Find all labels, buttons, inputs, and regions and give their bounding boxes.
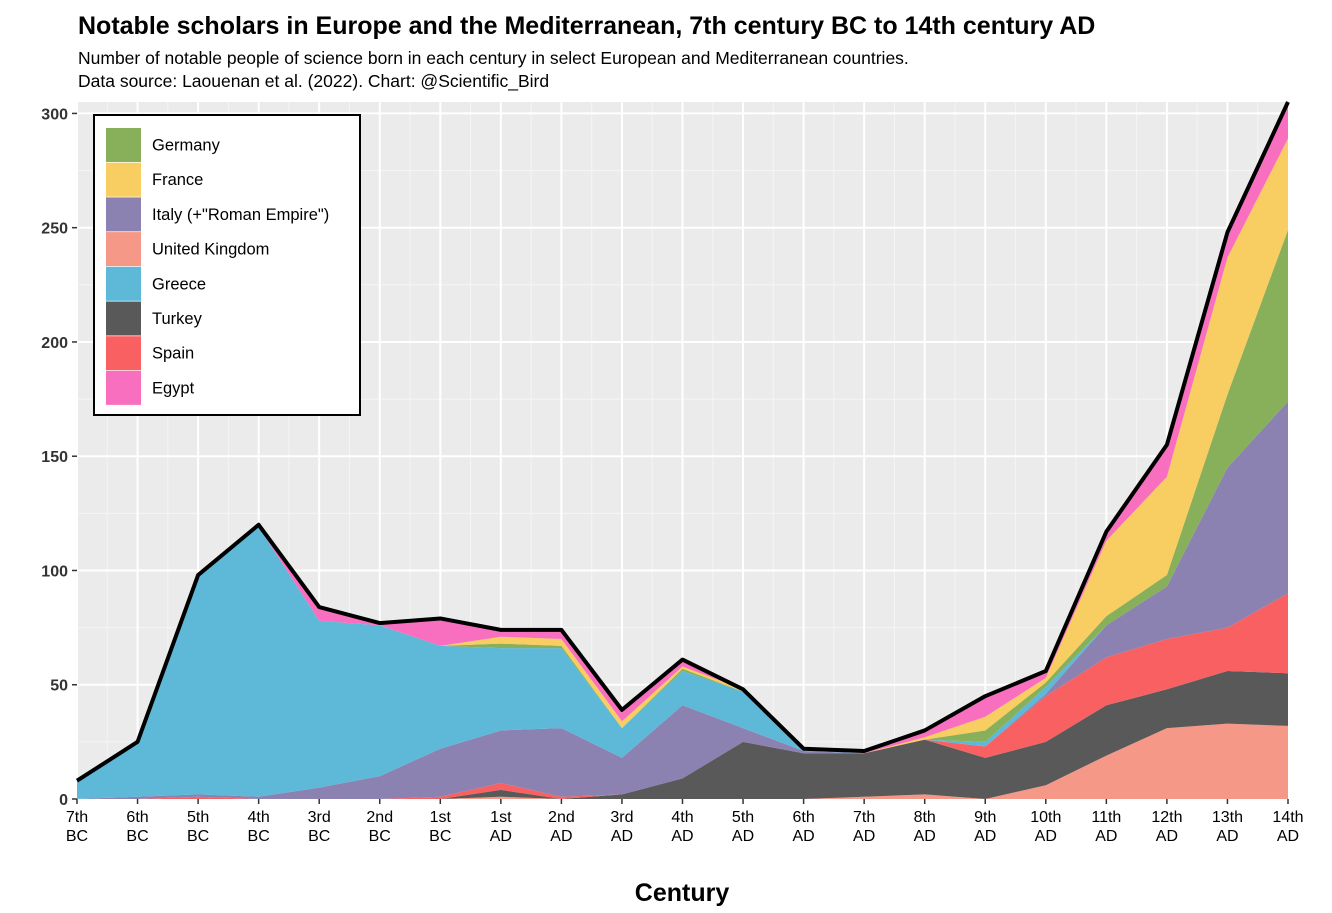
x-tick-label-era: BC — [369, 828, 391, 845]
x-tick-label-era: BC — [248, 828, 270, 845]
area-greece — [77, 401, 1288, 799]
legend-swatch-spain — [106, 336, 141, 371]
x-axis-ticks: 7th BC 6th BC 5th BC 4th BC 3rd BC 2nd BC 1st BC 1st AD… — [66, 799, 1304, 845]
legend-label-italy-roman-empire: Italy (+"Roman Empire") — [152, 206, 329, 224]
x-tick-label-era: AD — [1277, 828, 1299, 845]
legend-swatch-germany — [106, 128, 141, 162]
x-tick-label-era: AD — [671, 828, 693, 845]
x-tick-label-century: 12th — [1151, 809, 1182, 826]
legend-label-egypt: Egypt — [152, 379, 195, 397]
x-tick-label-era: AD — [611, 828, 633, 845]
x-tick-label-century: 1st — [430, 809, 452, 826]
x-tick-label-era: AD — [550, 828, 572, 845]
x-tick-label-era: AD — [490, 828, 512, 845]
total-line — [75, 101, 1290, 783]
x-tick-label-century: 11th — [1091, 809, 1121, 826]
y-axis-ticks: 0 50 100 150 200 250 300 — [41, 106, 77, 809]
x-tick-label-century: 8th — [914, 809, 936, 826]
legend-swatch-italy-roman-empire — [106, 197, 141, 232]
x-axis-label: Century — [635, 879, 730, 907]
x-tick-label-century: 3rd — [610, 809, 633, 826]
total-outline — [75, 101, 1290, 783]
x-tick-label-century: 6th — [126, 809, 148, 826]
x-tick-label-century: 1st — [490, 809, 512, 826]
legend-swatch-france — [106, 162, 141, 197]
x-tick-label-era: AD — [914, 828, 936, 845]
x-tick-label-century: 9th — [974, 809, 996, 826]
stacked-areas — [77, 102, 1288, 799]
x-tick-label-century: 5th — [187, 809, 209, 826]
y-tick-label: 150 — [41, 449, 68, 466]
y-tick-label: 100 — [41, 563, 68, 580]
x-tick-label-era: AD — [1216, 828, 1238, 845]
x-tick-label-era: BC — [126, 828, 148, 845]
x-tick-label-century: 3rd — [308, 809, 331, 826]
x-tick-label-era: BC — [187, 828, 209, 845]
y-tick-label: 250 — [41, 221, 68, 238]
legend-label-united-kingdom: United Kingdom — [152, 241, 269, 259]
legend-label-turkey: Turkey — [152, 310, 203, 328]
y-tick-label: 0 — [59, 792, 68, 809]
x-tick-label-era: BC — [308, 828, 330, 845]
legend-label-france: France — [152, 171, 203, 189]
chart-subtitle-line-1: Number of notable people of science born… — [78, 48, 909, 68]
legend-swatch-united-kingdom — [106, 232, 141, 267]
y-tick-label: 50 — [50, 678, 68, 695]
chart-subtitle-line-2: Data source: Laouenan et al. (2022). Cha… — [78, 71, 549, 92]
x-tick-label-era: AD — [853, 828, 875, 845]
area-spain — [77, 593, 1288, 799]
x-tick-label-era: AD — [974, 828, 996, 845]
x-tick-label-era: AD — [1156, 828, 1178, 845]
x-tick-label-century: 7th — [853, 809, 875, 826]
x-tick-label-century: 5th — [732, 809, 754, 826]
legend-swatch-turkey — [106, 301, 141, 336]
legend-label-greece: Greece — [152, 275, 206, 293]
area-italy-roman-empire — [77, 401, 1288, 799]
x-tick-label-century: 7th — [66, 809, 88, 826]
y-tick-label: 300 — [41, 106, 68, 123]
x-tick-label-century: 6th — [792, 809, 814, 826]
x-tick-label-century: 10th — [1030, 809, 1061, 826]
legend-swatch-egypt — [106, 370, 141, 405]
x-tick-label-century: 14th — [1272, 809, 1303, 826]
legend-swatch-greece — [106, 266, 141, 301]
legend-label-spain: Spain — [152, 345, 194, 363]
x-tick-label-era: BC — [66, 828, 88, 845]
legend: Germany France Italy (+"Roman Empire") Unit… — [93, 114, 361, 416]
y-tick-label: 200 — [41, 335, 68, 352]
x-tick-label-century: 13th — [1212, 809, 1243, 826]
x-tick-label-era: BC — [429, 828, 451, 845]
x-tick-label-era: AD — [732, 828, 754, 845]
chart-title: Notable scholars in Europe and the Medit… — [78, 12, 1095, 40]
area-united-kingdom — [77, 723, 1288, 799]
x-tick-label-century: 4th — [671, 809, 693, 826]
area-germany — [77, 229, 1288, 781]
legend-label-germany: Germany — [152, 137, 221, 155]
x-tick-label-era: AD — [1035, 828, 1057, 845]
x-tick-label-century: 2nd — [548, 809, 575, 826]
x-tick-label-century: 2nd — [366, 809, 393, 826]
x-tick-label-era: AD — [1095, 828, 1117, 845]
x-tick-label-era: AD — [792, 828, 814, 845]
area-turkey — [77, 671, 1288, 799]
x-tick-label-century: 4th — [248, 809, 270, 826]
